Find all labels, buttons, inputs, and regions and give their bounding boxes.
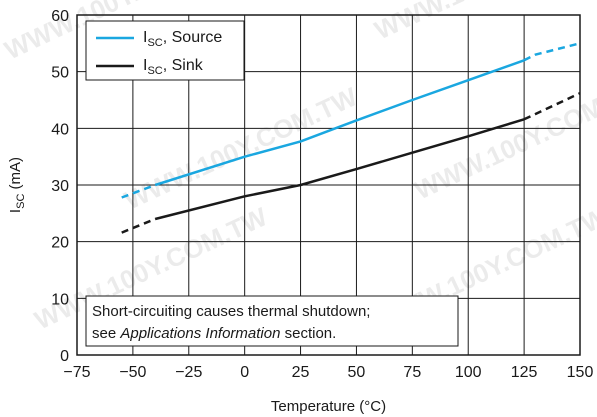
- x-axis-label: Temperature (°C): [271, 398, 386, 415]
- series-sink-dashed-end: [523, 92, 581, 121]
- series-layer: [121, 42, 581, 234]
- y-tick-label: 10: [51, 291, 69, 308]
- legend-box: [85, 20, 245, 81]
- x-tick-label: 75: [403, 364, 421, 381]
- y-tick-label: 60: [51, 8, 69, 25]
- annotation-line-1: Short-circuiting causes thermal shutdown…: [92, 303, 370, 320]
- x-tick-label: −75: [63, 364, 90, 381]
- series-source-dashed-start: [121, 183, 156, 199]
- series-source-line: [154, 59, 525, 187]
- annotation-line-2: see Applications Information section.: [92, 325, 336, 342]
- x-tick-label: 0: [240, 364, 249, 381]
- series-source-dashed-end: [523, 42, 581, 62]
- watermark-text: WWW.100Y.COM.TW: [370, 0, 597, 45]
- legend-label-source: ISC, Source: [143, 29, 222, 49]
- y-tick-label: 20: [51, 235, 69, 252]
- plot-frame: [76, 14, 581, 356]
- y-tick-label: 50: [51, 65, 69, 82]
- legend-label-sink: ISC, Sink: [143, 57, 204, 77]
- x-tick-label: −50: [119, 364, 146, 381]
- legend: ISC, Source ISC, Sink: [85, 20, 245, 81]
- x-tick-label: 50: [348, 364, 366, 381]
- y-axis-label-unit: (mA): [7, 157, 24, 194]
- series-sink-line: [154, 118, 525, 221]
- y-tick-label: 30: [51, 178, 69, 195]
- series-sink-dashed-start: [121, 217, 156, 234]
- y-axis-label-sub: SC: [15, 194, 27, 209]
- tick-labels: −75 −50 −25 0 25 50 75 100 125 150 0 10 20 30 40 50 60: [51, 8, 593, 381]
- x-tick-label: 125: [511, 364, 538, 381]
- y-axis-label-main: I: [7, 209, 24, 213]
- annotation-frame: [85, 295, 459, 347]
- x-tick-label: 100: [455, 364, 482, 381]
- watermark-text: WWW.100Y.COM.TW: [120, 81, 362, 215]
- y-tick-label: 40: [51, 121, 69, 138]
- x-tick-label: 150: [567, 364, 594, 381]
- y-tick-label: 0: [60, 348, 69, 365]
- x-tick-label: −25: [175, 364, 202, 381]
- y-axis-label: ISC (mA): [7, 157, 27, 213]
- x-tick-label: 25: [292, 364, 310, 381]
- annotation-box: Short-circuiting causes thermal shutdown…: [85, 295, 459, 347]
